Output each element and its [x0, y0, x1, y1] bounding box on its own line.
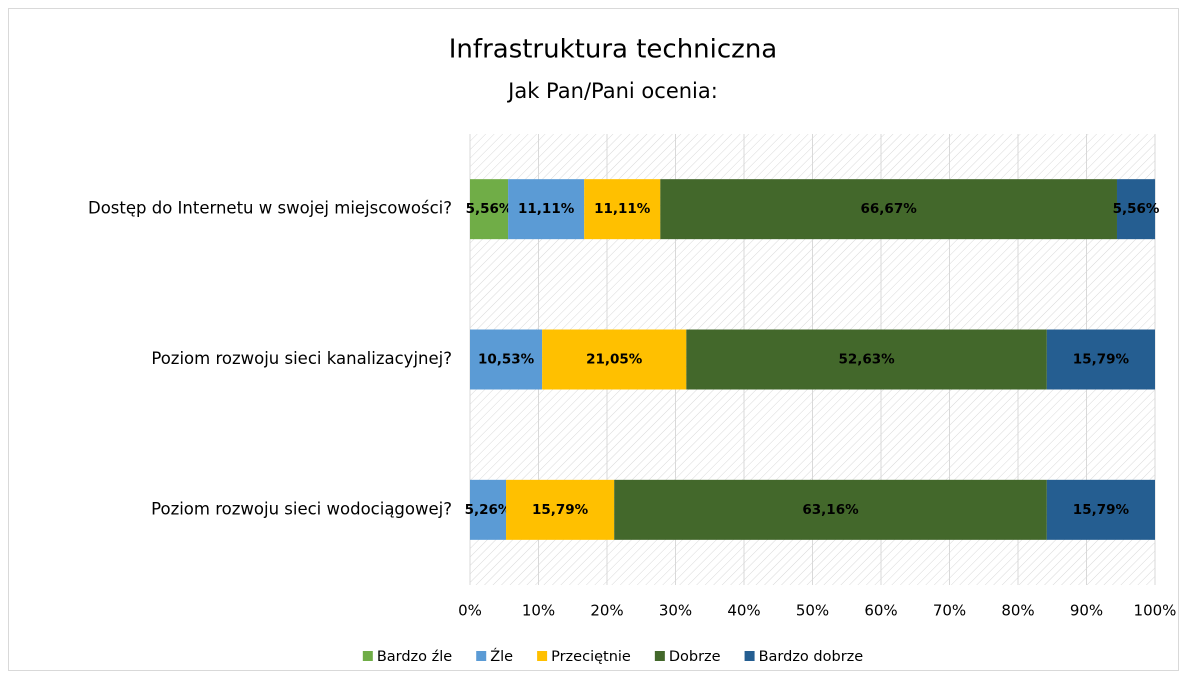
bar-segment: [470, 329, 543, 390]
legend-label: Dobrze: [669, 649, 721, 665]
x-tick-label: 0%: [458, 602, 482, 620]
data-label: 52,63%: [838, 352, 895, 368]
x-tick-label: 10%: [522, 602, 555, 620]
legend-swatch: [537, 651, 548, 661]
chart-title: Infrastruktura techniczna: [449, 35, 777, 65]
y-tick-label: Dostęp do Internetu w swojej miejscowośc…: [88, 199, 452, 218]
chart-subtitle: Jak Pan/Pani ocenia:: [506, 79, 718, 103]
bar-segment: [1046, 329, 1155, 390]
legend-swatch: [744, 651, 755, 661]
legend-swatch: [654, 651, 665, 661]
x-tick-label: 50%: [796, 602, 829, 620]
bar-segment: [1116, 179, 1156, 240]
data-label: 11,11%: [594, 201, 651, 217]
y-tick-label: Poziom rozwoju sieci wodociągowej?: [151, 499, 452, 518]
bar-segment: [508, 179, 585, 240]
bar-segment: [1046, 479, 1155, 540]
bar-segment: [660, 179, 1117, 240]
data-label: 5,56%: [1113, 201, 1160, 217]
legend-swatch: [476, 651, 487, 661]
data-label: 66,67%: [861, 201, 918, 217]
x-tick-label: 80%: [1001, 602, 1034, 620]
x-tick-label: 40%: [727, 602, 760, 620]
bar-segment: [470, 479, 507, 540]
data-label: 15,79%: [1073, 502, 1130, 518]
bar-segment: [584, 179, 661, 240]
data-label: 10,53%: [478, 352, 535, 368]
data-label: 21,05%: [586, 352, 643, 368]
x-tick-label: 60%: [864, 602, 897, 620]
x-tick-label: 100%: [1134, 602, 1177, 620]
x-tick-label: 30%: [659, 602, 692, 620]
bar-segment: [506, 479, 615, 540]
legend-label: Bardzo dobrze: [759, 649, 864, 665]
y-tick-label: Poziom rozwoju sieci kanalizacyjnej?: [151, 349, 452, 368]
legend-label: Przeciętnie: [551, 649, 631, 665]
data-label: 15,79%: [532, 502, 589, 518]
x-tick-label: 20%: [590, 602, 623, 620]
data-label: 5,26%: [465, 502, 512, 518]
data-label: 63,16%: [802, 502, 859, 518]
bar-segment: [686, 329, 1047, 390]
legend-label: Źle: [490, 647, 513, 665]
x-tick-label: 90%: [1070, 602, 1103, 620]
data-label: 11,11%: [518, 201, 575, 217]
bar-segment: [470, 179, 509, 240]
data-label: 15,79%: [1073, 352, 1130, 368]
x-tick-label: 70%: [933, 602, 966, 620]
data-label: 5,56%: [466, 201, 513, 217]
bar-segment: [614, 479, 1047, 540]
bar-segment: [542, 329, 687, 390]
legend-swatch: [362, 651, 373, 661]
legend-label: Bardzo źle: [377, 649, 452, 665]
